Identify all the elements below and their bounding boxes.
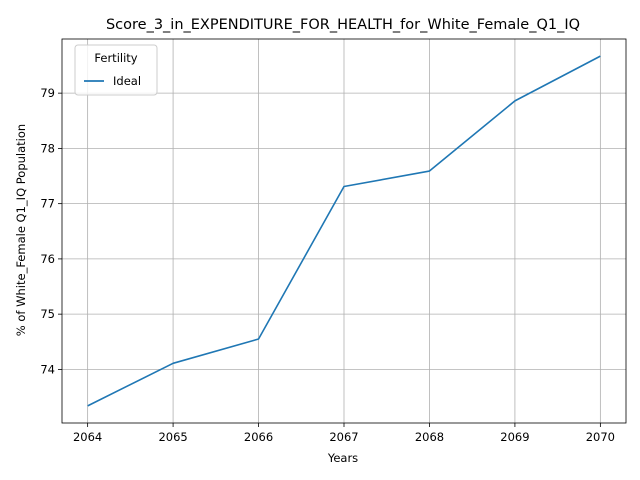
y-axis-ticks: 74 75 76 77 78 79 bbox=[40, 86, 62, 376]
series-line-ideal bbox=[87, 55, 601, 407]
y-tick-label: 77 bbox=[40, 197, 55, 211]
y-axis-label: % of White_Female Q1_IQ Population bbox=[14, 124, 28, 336]
legend-box bbox=[74, 44, 158, 96]
series-layer bbox=[87, 55, 601, 407]
y-tick-label: 74 bbox=[40, 362, 55, 376]
x-axis-ticks: 2064 2065 2066 2067 2068 2069 2070 bbox=[73, 423, 615, 444]
y-tick-label: 79 bbox=[40, 86, 55, 100]
chart-title: Score_3_in_EXPENDITURE_FOR_HEALTH_for_Wh… bbox=[106, 17, 580, 33]
y-tick-label: 75 bbox=[40, 307, 55, 321]
legend: Fertility Ideal bbox=[74, 44, 158, 96]
grid-lines bbox=[62, 39, 626, 423]
x-tick-label: 2067 bbox=[329, 430, 358, 444]
x-tick-label: 2070 bbox=[586, 430, 615, 444]
legend-label-ideal: Ideal bbox=[113, 74, 141, 88]
y-tick-label: 78 bbox=[40, 141, 55, 155]
x-tick-label: 2069 bbox=[500, 430, 529, 444]
x-axis-label: Years bbox=[327, 451, 358, 465]
y-tick-label: 76 bbox=[40, 252, 55, 266]
x-tick-label: 2066 bbox=[244, 430, 273, 444]
x-tick-label: 2068 bbox=[415, 430, 444, 444]
legend-title: Fertility bbox=[94, 51, 137, 65]
x-tick-label: 2064 bbox=[73, 430, 102, 444]
x-tick-label: 2065 bbox=[158, 430, 187, 444]
